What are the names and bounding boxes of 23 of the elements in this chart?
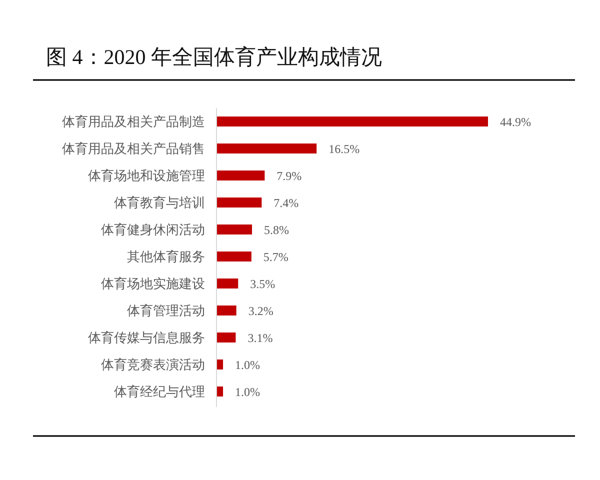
data-label: 3.5% (250, 277, 276, 291)
data-label: 16.5% (328, 142, 360, 156)
y-tick-label: 体育教育与培训 (114, 195, 205, 210)
data-label: 3.1% (248, 331, 273, 345)
y-tick-label: 体育管理活动 (127, 303, 205, 318)
y-tick-label: 体育场地和设施管理 (88, 168, 205, 183)
data-label: 3.2% (248, 304, 274, 318)
data-label: 1.0% (235, 358, 260, 372)
data-label: 5.7% (263, 250, 288, 264)
y-tick-label: 体育场地实施建设 (101, 276, 205, 291)
y-tick-label: 体育经纪与代理 (114, 384, 205, 399)
y-tick-label: 体育用品及相关产品销售 (62, 141, 205, 156)
data-label: 1.0% (235, 385, 260, 399)
y-tick-label: 体育传媒与信息服务 (88, 330, 205, 345)
y-tick-label: 其他体育服务 (127, 249, 205, 264)
y-tick-label: 体育健身休闲活动 (101, 222, 205, 237)
y-tick-label: 体育竞赛表演活动 (101, 357, 205, 372)
y-tick-label: 体育用品及相关产品制造 (62, 114, 205, 129)
chart-title: 图 4：2020 年全国体育产业构成情况 (46, 45, 382, 69)
data-label: 44.9% (500, 115, 531, 129)
data-label: 5.8% (264, 223, 290, 237)
data-label: 7.9% (276, 169, 302, 183)
data-label: 7.4% (274, 196, 299, 210)
